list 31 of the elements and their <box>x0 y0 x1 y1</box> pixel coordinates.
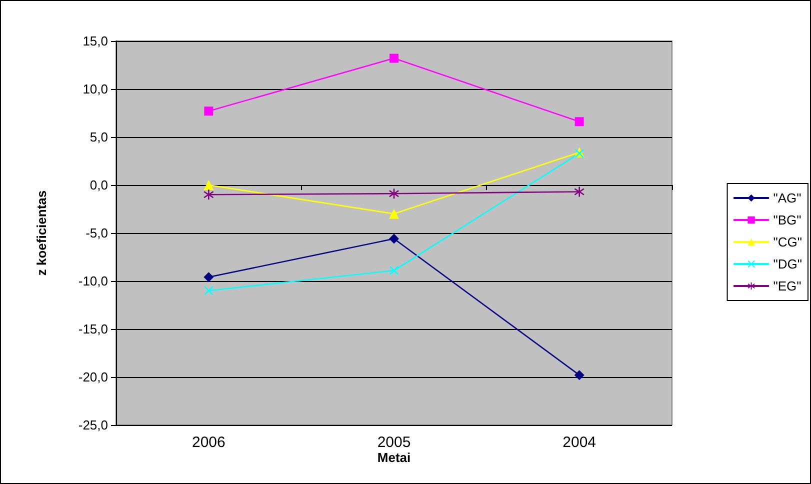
point <box>204 180 214 190</box>
legend-label: "AG" <box>773 190 802 206</box>
y-tick-label: 15,0 <box>82 34 108 48</box>
point <box>574 117 584 126</box>
y-tick-label: 0,0 <box>90 178 108 192</box>
point <box>204 286 214 296</box>
y-tick-label: 5,0 <box>90 130 108 144</box>
y-tick-label: 10,0 <box>82 82 108 96</box>
point <box>204 272 214 282</box>
y-tick-label: -25,0 <box>78 418 108 432</box>
x-tick-label: 2006 <box>192 434 226 451</box>
point <box>574 186 584 197</box>
legend-label: "DG" <box>773 256 802 272</box>
legend-label: "BG" <box>773 212 802 228</box>
y-axis-title: z koeficientas <box>34 190 49 276</box>
y-tick-label: -15,0 <box>78 322 108 336</box>
x-axis-title: Metai <box>377 450 411 465</box>
point <box>390 54 398 63</box>
legend-label: "EG" <box>773 278 802 294</box>
legend-label: "CG" <box>773 234 802 250</box>
point <box>389 188 399 199</box>
x-tick-label: 2004 <box>562 434 596 451</box>
x-tick-label: 2005 <box>377 434 411 451</box>
point <box>204 190 214 200</box>
y-tick-label: -20,0 <box>78 370 108 384</box>
point <box>389 208 399 219</box>
y-tick-label: -5,0 <box>86 226 108 240</box>
y-tick-label: -10,0 <box>78 274 108 288</box>
point <box>574 370 584 380</box>
point <box>389 234 399 244</box>
point <box>204 106 214 116</box>
